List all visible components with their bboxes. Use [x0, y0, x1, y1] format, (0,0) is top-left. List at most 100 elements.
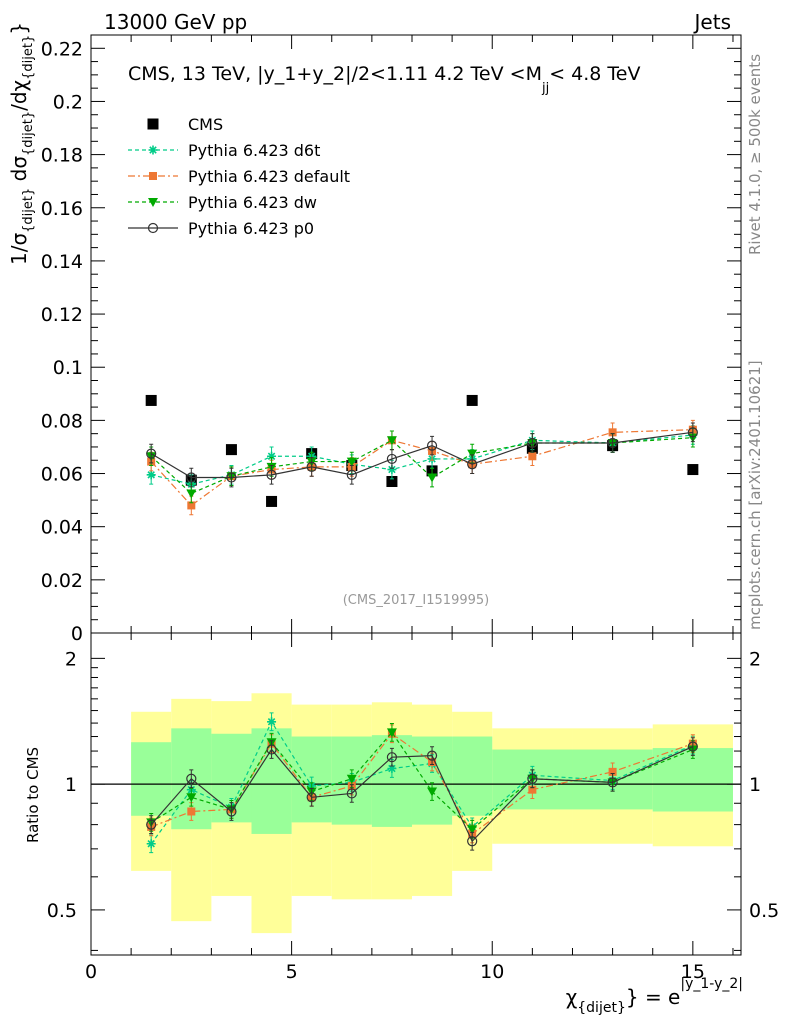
legend-entry-pythia-6-423-dw: Pythia 6.423 dw — [128, 193, 317, 212]
ratio-point — [267, 717, 277, 727]
ratio-point — [306, 792, 317, 803]
data-point — [266, 469, 277, 480]
xlabel-sup: |y_1-y_2| — [680, 976, 743, 992]
data-point — [466, 394, 478, 406]
data-point — [687, 464, 699, 476]
ylabel-part-5: {dijet} — [21, 35, 36, 80]
data-point — [306, 461, 317, 472]
ratio-line-pythia-6-423-p0 — [150, 746, 694, 843]
xlabel-tail: } = e — [626, 985, 681, 1009]
legend: CMS Pythia 6.423 d6t Pythia 6.423 default P… — [128, 115, 350, 238]
series-pythia-6-423-p0 — [146, 422, 698, 488]
mcplots-label: mcplots.cern.ch [arXiv:2401.10621] — [746, 360, 764, 630]
x-tick-label: 10 — [480, 961, 504, 983]
y-tick-label: 0.08 — [41, 410, 83, 432]
data-point — [146, 448, 157, 459]
plot-title: CMS, 13 TeV, |y_1+y_2|/2<1.11 4.2 TeV <M… — [128, 63, 641, 96]
y-tick-label: 0.1 — [53, 357, 83, 379]
y-tick-label: 0.16 — [41, 198, 83, 220]
ratio-error-bar — [530, 769, 535, 789]
ratio-y-tick-label: 1 — [65, 774, 77, 796]
xlabel-main: χ — [566, 985, 578, 1009]
data-point — [386, 476, 398, 488]
ratio-point — [346, 788, 357, 799]
band-bin — [131, 742, 172, 816]
legend-label: Pythia 6.423 p0 — [188, 219, 314, 238]
ratio-point — [687, 741, 698, 752]
series-cms — [145, 394, 699, 507]
data-point — [386, 436, 397, 446]
ratio-error-bar — [229, 802, 234, 821]
main-plot-panel: 0 0.02 0.04 0.06 0.08 0.1 0.12 0.14 0.16 0.18 0.2 0… — [7, 22, 742, 645]
analysis-watermark: (CMS_2017_I1519995) — [343, 593, 490, 608]
band-bin — [452, 736, 493, 816]
x-axis-label: χ{dijet}} = e|y_1-y_2| — [566, 976, 743, 1016]
data-point — [467, 449, 478, 459]
ylabel-part-4: /dχ — [7, 80, 31, 111]
ratio-point — [146, 839, 156, 849]
ratio-y-axis-label: Ratio to CMS — [24, 747, 42, 843]
ratio-point — [607, 777, 618, 788]
data-point — [267, 451, 277, 461]
x-tick-label: 0 — [85, 961, 97, 983]
ratio-y-tick-label-right: 2 — [749, 648, 761, 670]
ratio-point — [186, 793, 197, 803]
error-bar — [389, 449, 394, 469]
error-bar — [430, 435, 435, 456]
legend-marker — [149, 172, 157, 180]
error-bar — [269, 465, 274, 485]
ratio-point — [426, 750, 438, 761]
error-bar — [690, 422, 695, 443]
legend-marker — [147, 222, 159, 234]
y-tick-label: 0.14 — [41, 251, 83, 273]
series-pythia-6-423-default — [147, 419, 697, 516]
legend-entry-pythia-6-423-default: Pythia 6.423 default — [128, 167, 350, 186]
error-bar — [149, 443, 154, 464]
ratio-error-bar — [690, 737, 695, 756]
ratio-point — [187, 807, 196, 816]
ratio-point — [427, 787, 438, 797]
ratio-point — [226, 806, 237, 817]
data-point — [145, 394, 157, 406]
data-point — [186, 472, 197, 483]
data-point — [387, 465, 397, 475]
ratio-point — [608, 767, 617, 776]
error-bar — [189, 467, 194, 488]
legend-label: Pythia 6.423 default — [188, 167, 350, 186]
plot-title-tail: < 4.8 TeV — [549, 63, 640, 85]
data-point — [266, 495, 278, 507]
ratio-plot-marks — [91, 693, 741, 934]
y-tick-label: 0.04 — [41, 517, 83, 539]
ylabel-part-1: {dijet} — [21, 188, 36, 233]
main-y-axis-label: 1/σ{dijet} dσ{dijet}/dχ{dijet}} — [7, 22, 36, 265]
error-bar — [309, 457, 314, 477]
plot-title-main: CMS, 13 TeV, |y_1+y_2|/2<1.11 4.2 TeV <M — [128, 63, 542, 85]
series-line-pythia-6-423-default — [150, 429, 693, 507]
ratio-error-bar — [389, 747, 394, 767]
error-bar — [530, 433, 535, 453]
data-point — [187, 501, 196, 510]
x-tick-label: 5 — [286, 961, 298, 983]
data-point — [467, 459, 478, 470]
ratio-point — [467, 825, 478, 835]
ylabel-part-2: dσ — [7, 156, 31, 188]
data-point — [186, 489, 197, 499]
data-point — [427, 473, 438, 483]
ratio-point — [527, 773, 538, 784]
ratio-point — [387, 764, 397, 773]
data-point — [226, 472, 237, 483]
data-point — [608, 428, 617, 437]
ratio-series-pythia-6-423-p0 — [146, 737, 698, 851]
main-plot-axes: 0 0.02 0.04 0.06 0.08 0.1 0.12 0.14 0.16 0.18 0.2 0… — [41, 35, 741, 645]
ratio-error-bar — [189, 769, 194, 789]
error-bar — [229, 467, 234, 488]
main-plot-marks — [145, 394, 699, 516]
ratio-error-bar — [610, 772, 615, 792]
xlabel-sub: {dijet} — [577, 1000, 626, 1016]
ratio-point — [186, 773, 197, 784]
ratio-error-bar — [430, 746, 435, 766]
legend-entry-pythia-6-423-d6t: Pythia 6.423 d6t — [128, 141, 320, 160]
ratio-y-tick-label-right: 1 — [749, 774, 761, 796]
